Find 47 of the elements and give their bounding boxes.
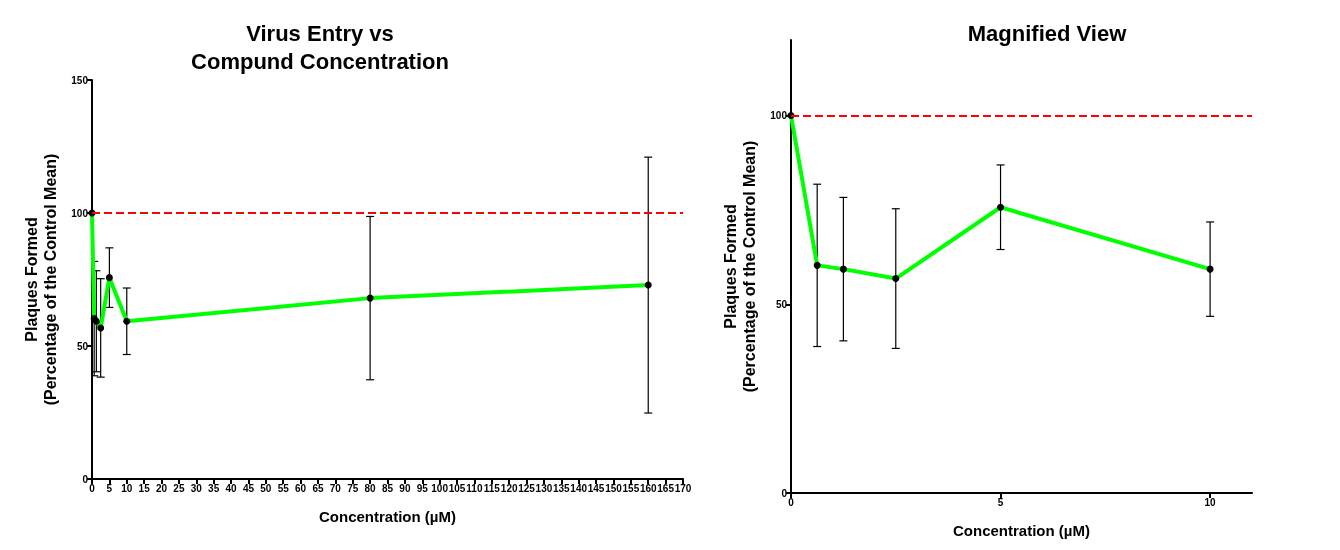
x-axis-title: Concentration (µM)	[953, 522, 1090, 539]
x-tick-label: 150	[605, 482, 623, 494]
x-tick-label: 155	[622, 482, 640, 494]
x-tick-label: 25	[173, 482, 185, 494]
x-tick-label: 50	[260, 482, 272, 494]
x-tick-label: 165	[657, 482, 675, 494]
x-tick-label: 5	[106, 482, 113, 494]
x-tick-label: 105	[448, 482, 466, 494]
x-axis-title: Concentration (µM)	[319, 508, 456, 525]
x-tick-label: 85	[381, 482, 394, 494]
x-tick-label: 80	[364, 482, 377, 494]
x-tick-label: 100	[431, 482, 449, 494]
x-tick-label: 70	[329, 482, 342, 494]
y-axis-title: Plaques Formed (Percentage of the Control Mean)	[23, 153, 59, 406]
x-tick-label: 115	[483, 482, 501, 494]
x-tick-label: 15	[138, 482, 151, 494]
x-tick-label: 60	[295, 482, 307, 494]
x-tick-label: 55	[277, 482, 290, 494]
x-tick-label: 95	[416, 482, 429, 494]
x-tick-label: 110	[466, 482, 483, 494]
x-tick-label: 75	[347, 482, 359, 494]
y-axis-title: Plaques Formed (Percentage of the Control Mean)	[722, 140, 758, 393]
x-tick-label: 135	[552, 482, 571, 494]
x-tick-label: 40	[225, 482, 238, 494]
chart-title: Virus Entry vs Compund Concentration	[191, 20, 449, 74]
x-tick-label: 45	[242, 482, 255, 494]
y-tick-label: 100	[71, 207, 89, 219]
y-tick-label: 150	[71, 74, 89, 86]
x-tick-label: 5	[997, 496, 1004, 508]
y-tick-label: 100	[770, 110, 788, 121]
x-tick-label: 30	[190, 482, 203, 494]
chart-title: Magnified View	[967, 20, 1128, 46]
x-tick-label: 130	[535, 482, 553, 494]
x-tick-label: 160	[639, 482, 658, 494]
x-tick-label: 140	[570, 482, 588, 494]
x-tick-label: 125	[518, 482, 536, 494]
x-tick-label: 145	[587, 482, 605, 494]
x-tick-label: 10	[1204, 496, 1217, 508]
x-tick-label: 20	[155, 482, 168, 494]
x-tick-label: 90	[399, 482, 411, 494]
y-tick-label: 50	[76, 340, 89, 352]
x-tick-label: 170	[674, 482, 692, 494]
x-tick-label: 65	[312, 482, 324, 494]
x-tick-label: 10	[121, 482, 133, 494]
x-tick-label: 120	[500, 482, 518, 494]
y-tick-label: 50	[775, 298, 788, 310]
x-tick-label: 35	[208, 482, 220, 494]
